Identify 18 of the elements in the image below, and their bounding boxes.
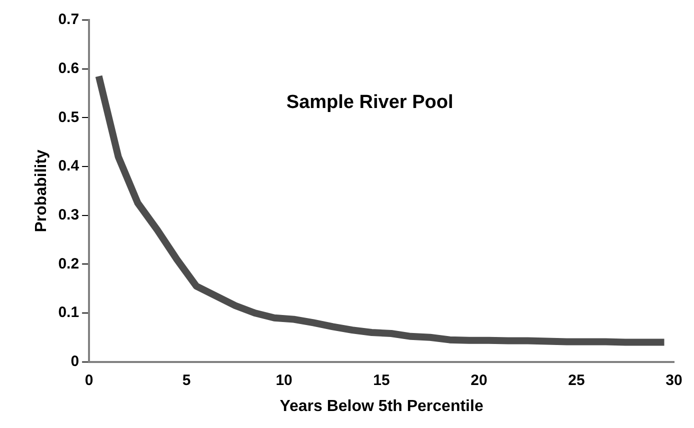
y-tick-label: 0.3 <box>58 206 80 224</box>
x-axis-title: Years Below 5th Percentile <box>280 398 484 415</box>
x-tick-label: 30 <box>666 372 682 389</box>
x-tick-label: 10 <box>276 372 292 389</box>
y-axis-title: Probability <box>33 149 50 232</box>
x-tick-label: 20 <box>470 372 488 389</box>
x-tick-label: 15 <box>373 372 390 389</box>
y-tick-label: 0.4 <box>58 158 80 175</box>
y-tick-label: 0.2 <box>58 255 80 272</box>
x-tick-label: 0 <box>84 372 94 389</box>
y-tick-label: 0.7 <box>58 11 80 28</box>
x-tick-label: 25 <box>568 372 585 389</box>
y-tick-label: 0.1 <box>58 304 80 322</box>
y-tick-label: 0.5 <box>58 108 80 126</box>
y-tick-label: 0.6 <box>58 60 80 77</box>
y-tick-label: 0 <box>70 352 80 370</box>
text: Sample River Pool <box>286 92 454 113</box>
x-tick-label: 5 <box>182 372 191 389</box>
